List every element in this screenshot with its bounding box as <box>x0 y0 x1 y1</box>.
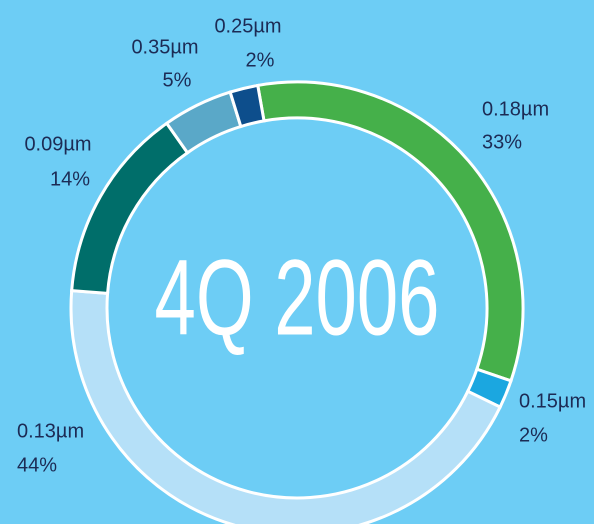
chart-title: 4Q 2006 <box>155 237 440 358</box>
segment-value: 2% <box>246 49 275 71</box>
segment-name: 0.09µm <box>24 133 91 155</box>
segment-value: 33% <box>482 131 522 153</box>
segment-name: 0.13µm <box>17 420 84 442</box>
segment-name: 0.18µm <box>482 98 549 120</box>
segment-value: 44% <box>17 454 57 476</box>
segment-name: 0.25µm <box>214 15 281 37</box>
ring <box>69 80 525 524</box>
segment-name: 0.15µm <box>519 390 586 412</box>
donut-segment <box>228 83 266 129</box>
segment-value: 2% <box>519 424 548 446</box>
segment-name: 0.35µm <box>131 36 198 58</box>
segment-value: 14% <box>50 168 90 190</box>
segment-value: 5% <box>163 69 192 91</box>
